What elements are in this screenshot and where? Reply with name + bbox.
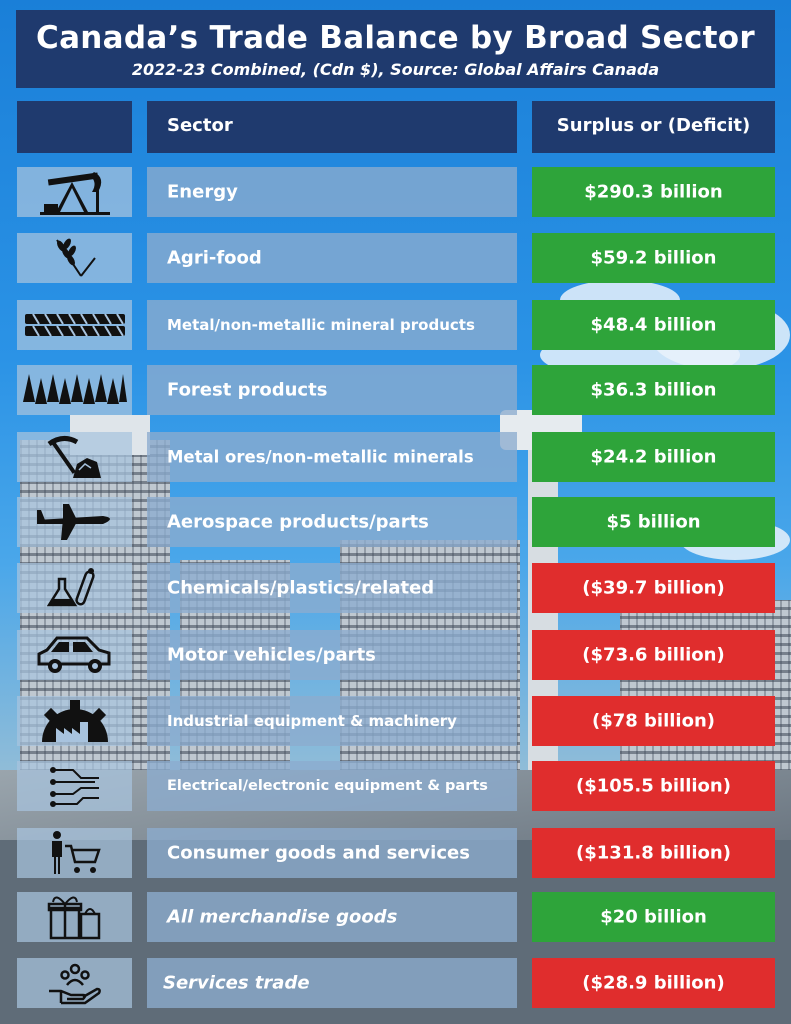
balance-value: $5 billion [606, 511, 701, 533]
balance-value: $290.3 billion [584, 181, 723, 203]
table-row: All merchandise goods $20 billion [0, 892, 791, 944]
sector-cell: Motor vehicles/parts [147, 630, 517, 680]
balance-value: ($28.9 billion) [582, 972, 725, 994]
table-row: Services trade ($28.9 billion) [0, 958, 791, 1010]
table-row: Forest products $36.3 billion [0, 365, 791, 417]
deficit-value-cell: ($39.7 billion) [532, 563, 775, 613]
balance-value: ($73.6 billion) [582, 644, 725, 666]
surplus-value-cell: $20 billion [532, 892, 775, 942]
sector-label: Forest products [167, 379, 328, 401]
balance-value: $24.2 billion [590, 446, 717, 468]
icon-cell [17, 233, 132, 283]
surplus-value-cell: $48.4 billion [532, 300, 775, 350]
table-row: Metal/non-metallic mineral products $48.4… [0, 300, 791, 352]
sector-cell: Agri-food [147, 233, 517, 283]
icon-cell [17, 300, 132, 350]
balance-value: $48.4 billion [590, 314, 717, 336]
sector-label: All merchandise goods [167, 906, 398, 928]
deficit-value-cell: ($78 billion) [532, 696, 775, 746]
sector-cell: Chemicals/plastics/related [147, 563, 517, 613]
header-balance-label: Surplus or (Deficit) [556, 115, 751, 136]
icon-cell [17, 696, 132, 746]
table-row: Motor vehicles/parts ($73.6 billion) [0, 630, 791, 682]
deficit-value-cell: ($105.5 billion) [532, 761, 775, 811]
icon-cell [17, 167, 132, 217]
balance-value: ($105.5 billion) [576, 775, 731, 797]
sector-label: Aerospace products/parts [167, 511, 429, 533]
sector-label: Metal ores/non-metallic minerals [167, 447, 474, 467]
sector-label: Consumer goods and services [167, 842, 470, 864]
icon-cell [17, 958, 132, 1008]
sector-label: Chemicals/plastics/related [167, 577, 435, 599]
header-icon-cell [17, 101, 132, 153]
sector-cell: Metal/non-metallic mineral products [147, 300, 517, 350]
table-row: Aerospace products/parts $5 billion [0, 497, 791, 549]
icon-cell [17, 432, 132, 482]
icon-cell [17, 761, 132, 811]
icon-cell [17, 828, 132, 878]
table-row: Consumer goods and services ($131.8 billi… [0, 828, 791, 880]
sector-cell: Industrial equipment & machinery [147, 696, 517, 746]
balance-value: $20 billion [600, 906, 707, 928]
table-row: Electrical/electronic equipment & parts (… [0, 761, 791, 813]
page-title: Canada’s Trade Balance by Broad Sector [36, 20, 755, 56]
surplus-value-cell: $59.2 billion [532, 233, 775, 283]
deficit-value-cell: ($131.8 billion) [532, 828, 775, 878]
surplus-value-cell: $24.2 billion [532, 432, 775, 482]
sector-cell: Electrical/electronic equipment & parts [147, 761, 517, 811]
sector-cell: Forest products [147, 365, 517, 415]
sector-label: Metal/non-metallic mineral products [167, 316, 475, 334]
deficit-value-cell: ($73.6 billion) [532, 630, 775, 680]
sector-label: Energy [167, 181, 238, 203]
table-row: Energy $290.3 billion [0, 167, 791, 219]
icon-cell [17, 630, 132, 680]
surplus-value-cell: $5 billion [532, 497, 775, 547]
table-row: Chemicals/plastics/related ($39.7 billion… [0, 563, 791, 615]
sector-label: Electrical/electronic equipment & parts [167, 778, 488, 794]
balance-value: ($131.8 billion) [576, 842, 731, 864]
header-balance-cell: Surplus or (Deficit) [532, 101, 775, 153]
icon-cell [17, 365, 132, 415]
balance-value: ($39.7 billion) [582, 577, 725, 599]
sector-cell: Consumer goods and services [147, 828, 517, 878]
balance-value: $59.2 billion [590, 247, 717, 269]
table-row: Agri-food $59.2 billion [0, 233, 791, 285]
sector-label: Services trade [163, 972, 310, 994]
page-subtitle: 2022-23 Combined, (Cdn $), Source: Globa… [131, 60, 660, 79]
balance-value: ($78 billion) [591, 710, 716, 732]
deficit-value-cell: ($28.9 billion) [532, 958, 775, 1008]
icon-cell [17, 563, 132, 613]
surplus-value-cell: $290.3 billion [532, 167, 775, 217]
sector-cell: Metal ores/non-metallic minerals [147, 432, 517, 482]
header-sector-label: Sector [167, 115, 233, 136]
sector-cell: Services trade [147, 958, 517, 1008]
sector-label: Agri-food [167, 247, 262, 269]
table-row: Industrial equipment & machinery ($78 bil… [0, 696, 791, 748]
table-row: Metal ores/non-metallic minerals $24.2 bi… [0, 432, 791, 484]
sector-label: Industrial equipment & machinery [167, 712, 457, 730]
sector-label: Motor vehicles/parts [167, 644, 376, 666]
surplus-value-cell: $36.3 billion [532, 365, 775, 415]
title-banner: Canada’s Trade Balance by Broad Sector 2… [16, 10, 775, 88]
icon-cell [17, 497, 132, 547]
sector-cell: Aerospace products/parts [147, 497, 517, 547]
balance-value: $36.3 billion [590, 379, 717, 401]
icon-cell [17, 892, 132, 942]
sector-cell: Energy [147, 167, 517, 217]
sector-cell: All merchandise goods [147, 892, 517, 942]
header-sector-cell: Sector [147, 101, 517, 153]
